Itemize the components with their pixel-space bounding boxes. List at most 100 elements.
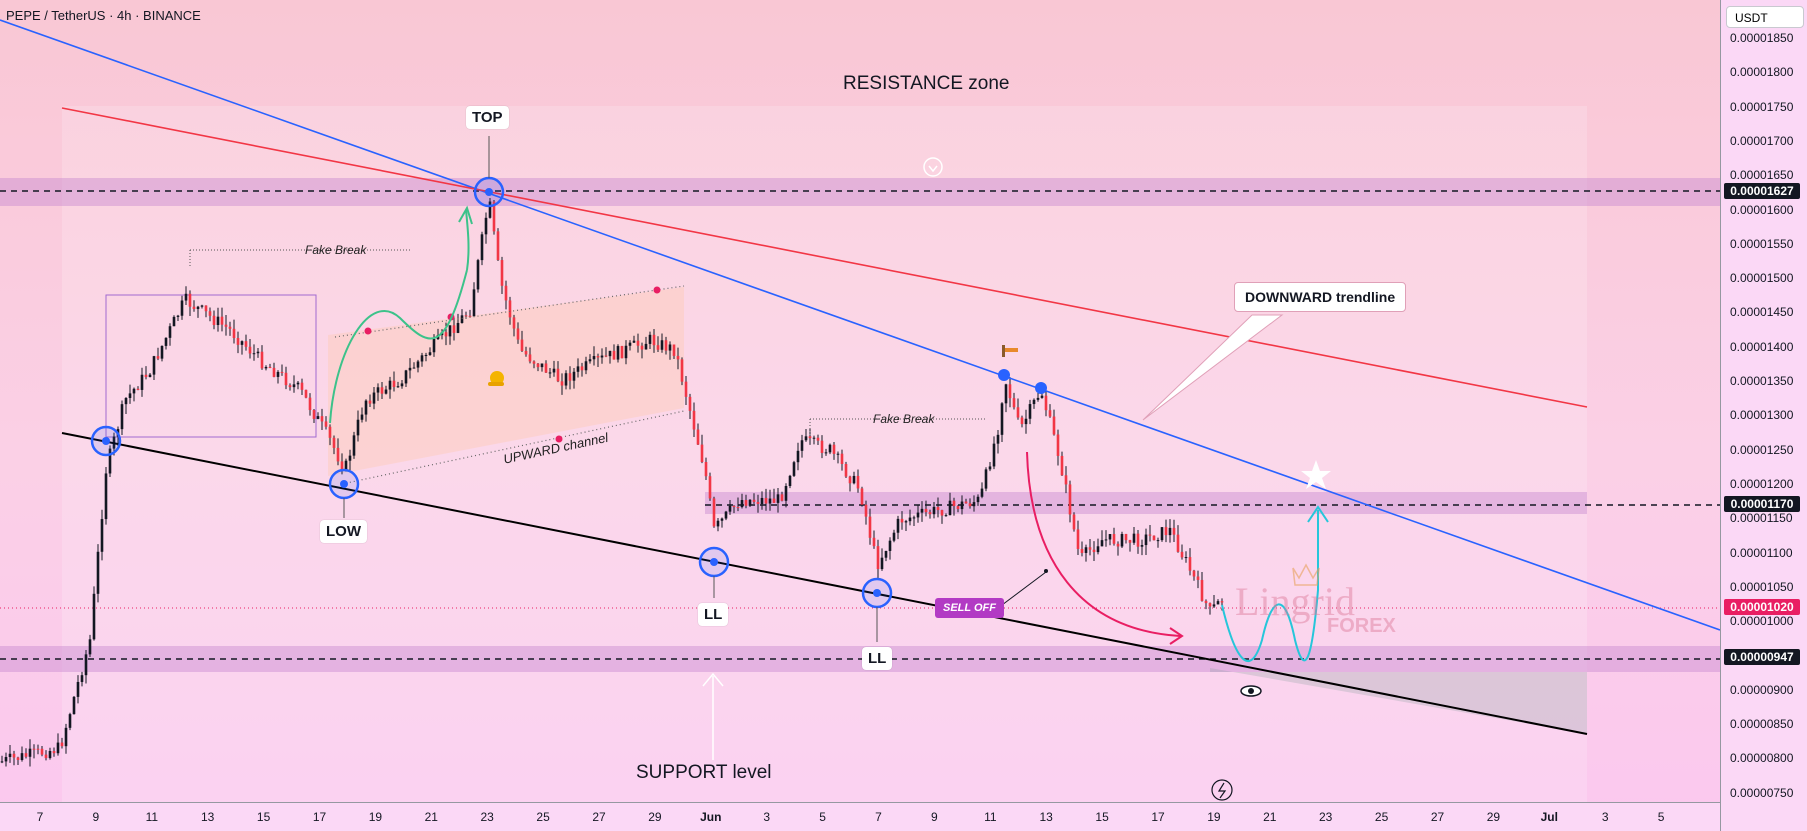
candle-body [536, 363, 540, 368]
candle-body [852, 475, 856, 484]
candle-body [1120, 533, 1124, 547]
time-tick-label: 15 [1095, 810, 1109, 824]
watermark-subtitle: FOREX [1327, 615, 1396, 637]
candle-body [368, 400, 372, 404]
candle-body [88, 639, 92, 655]
candle-body [72, 696, 76, 715]
candle-body [160, 345, 164, 359]
candle-body [1088, 547, 1092, 550]
time-tick-label: 9 [92, 810, 100, 824]
candle-body [572, 371, 576, 381]
candle-body [52, 750, 56, 754]
candle-body [640, 345, 644, 350]
candle-body [432, 339, 436, 353]
price-level-tag[interactable]: 0.00001170 [1724, 496, 1800, 513]
support-trendline[interactable] [61, 432, 1588, 735]
candle-body [264, 366, 268, 369]
candle-body [704, 462, 708, 477]
price-tick-label: 0.00001050 [1730, 579, 1794, 594]
candle-body [76, 681, 80, 697]
candle-body [828, 444, 832, 453]
price-tick-label: 0.00001850 [1730, 31, 1794, 45]
candle-body [428, 352, 432, 355]
candle-body [1044, 395, 1048, 411]
candle-body [512, 317, 516, 329]
time-tick-label: 13 [201, 810, 215, 824]
candle-body [448, 325, 452, 337]
price-level-tag[interactable]: 0.00001627 [1724, 182, 1800, 199]
candle-body [772, 498, 776, 503]
time-tick-label: 25 [1374, 810, 1389, 824]
candle-body [1040, 395, 1044, 398]
candle-body [120, 404, 124, 430]
candle-body [292, 384, 296, 388]
candle-body [64, 727, 68, 747]
candle-body [652, 334, 656, 346]
candle-body [792, 462, 796, 476]
hammer-icon [1002, 348, 1018, 352]
price-level-tag[interactable]: 0.00001020 [1724, 599, 1800, 616]
time-tick-label: 5 [819, 810, 826, 824]
candle-body [764, 497, 768, 504]
candle-body [404, 370, 408, 384]
candle-body [132, 388, 136, 394]
candle-body [1024, 418, 1028, 425]
candle-body [488, 201, 492, 218]
time-tick-label: 7 [875, 810, 882, 824]
downward-trendline[interactable] [0, 19, 1720, 631]
candle-body [20, 753, 24, 761]
candle-body [360, 414, 364, 420]
time-axis[interactable]: 7 9 11 13 15 17 19 21 23 25 27 29 Jun 3 5 7 9 11 13 15 17 19 2… [0, 802, 1720, 831]
price-level-tag[interactable]: 0.00000947 [1724, 649, 1800, 666]
candle-body [1084, 547, 1088, 553]
candle-body [128, 393, 132, 398]
trendline-touch-point[interactable] [998, 369, 1010, 381]
price-axis[interactable]: USDT 0.00001850 0.00001800 0.00001750 0.000… [1720, 0, 1807, 831]
candle-body [156, 356, 160, 359]
trendline-touch-point[interactable] [1035, 382, 1047, 394]
candle-body [484, 217, 488, 235]
candle-body [712, 498, 716, 527]
candle-body [696, 429, 700, 445]
candle-body [984, 469, 988, 489]
crown-icon [1292, 563, 1320, 586]
price-tick-label: 0.00001300 [1730, 408, 1794, 423]
candle-body [1000, 403, 1004, 435]
price-tick-label: 0.00000900 [1730, 682, 1794, 697]
candle-body [328, 426, 332, 438]
candle-body [884, 550, 888, 558]
symbol-title[interactable]: PEPE / TetherUS · 4h · BINANCE [6, 8, 201, 23]
candle-body [1212, 604, 1216, 607]
price-tick-label: 0.00001200 [1730, 476, 1794, 491]
candle-body [236, 338, 240, 345]
red-trendline[interactable] [61, 107, 1588, 408]
candle-body [348, 455, 352, 461]
candle-body [676, 355, 680, 360]
candle-body [332, 437, 336, 448]
candle-body [624, 345, 628, 359]
alert-down-icon[interactable] [923, 157, 943, 177]
candle-body [988, 466, 992, 470]
candle-body [680, 359, 684, 382]
lightning-icon[interactable] [1211, 779, 1233, 801]
candle-body [604, 355, 608, 357]
candle-body [396, 386, 400, 388]
candle-body [248, 346, 252, 354]
time-tick-label: 17 [312, 810, 327, 824]
ll-label-2: LL [862, 647, 893, 670]
candle-body [320, 416, 324, 422]
candle-body [384, 389, 388, 394]
candle-body [600, 355, 604, 358]
time-tick-label: 25 [536, 810, 550, 824]
candle-body [816, 437, 820, 441]
chart-canvas[interactable] [0, 0, 1720, 802]
candle-body [800, 440, 804, 451]
candle-body [976, 496, 980, 503]
candle-body [768, 498, 772, 504]
candle-body [804, 436, 808, 441]
candle-body [36, 748, 40, 750]
candle-body [1136, 533, 1140, 547]
candle-body [1028, 404, 1032, 419]
currency-unit-selector[interactable]: USDT [1726, 6, 1804, 28]
